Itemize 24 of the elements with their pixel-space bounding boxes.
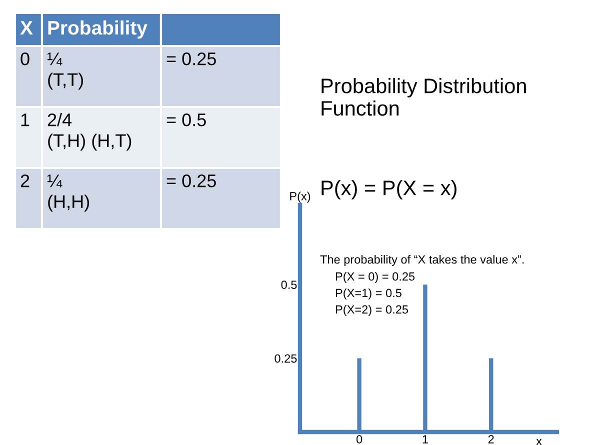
text: = 0.5 [166, 113, 206, 126]
text: ¼ (H,H) [48, 174, 89, 212]
text: ¼ (T,T) [48, 52, 83, 90]
x-tick-label: 0 [356, 435, 362, 444]
x-tick-label: 1 [422, 435, 428, 444]
text: 2/4 (T,H) (H,T) [48, 113, 132, 151]
y-axis-title: P(x) [290, 192, 310, 203]
text: 2 [20, 174, 30, 188]
annotation: The probability of “X takes the value x”. [320, 255, 524, 266]
text: = 0.25 [166, 52, 216, 66]
x-axis-title: x [536, 438, 542, 445]
text: 1 [21, 114, 30, 126]
annotation: P(X=2) = 0.25 [336, 305, 408, 316]
x-tick-label: 2 [488, 435, 494, 444]
text: Probability [48, 20, 148, 39]
chart-subtitle: P(x) = P(X = x) [322, 180, 456, 200]
text: 0 [20, 52, 30, 66]
y-tick-label: 0.5 [281, 280, 297, 289]
annotation: P(X = 0) = 0.25 [336, 272, 415, 283]
y-tick-label: 0.25 [274, 354, 297, 363]
chart-title: Probability Distribution Function [322, 78, 526, 116]
text: = 0.25 [166, 174, 216, 188]
annotation: P(X=1) = 0.5 [336, 288, 402, 300]
text: X [20, 21, 33, 35]
